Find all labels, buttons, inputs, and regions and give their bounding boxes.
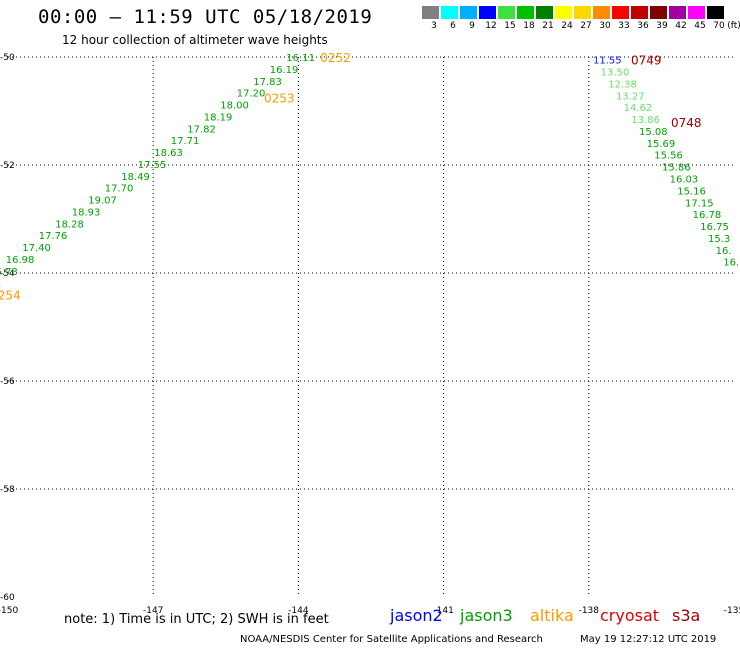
swh-value-label: 15.56 <box>654 151 683 162</box>
color-scale-label: 33 <box>618 21 630 31</box>
color-scale-unit: (ft) <box>727 21 740 31</box>
pass-time-label: 0748 <box>671 116 702 130</box>
color-scale-label: 24 <box>561 21 573 31</box>
swh-value-label: 13.50 <box>601 68 630 79</box>
color-swatch <box>669 6 686 19</box>
swh-value-label: 16. <box>716 246 732 257</box>
swh-value-label: 11.55 <box>593 56 622 67</box>
color-swatch <box>422 6 439 19</box>
swh-value-label: 17.83 <box>253 77 282 88</box>
color-scale-label: 9 <box>469 21 475 31</box>
swh-value-label: 15.08 <box>639 127 668 138</box>
swh-value-label: 17.71 <box>171 136 200 147</box>
color-swatch <box>498 6 515 19</box>
lat-tick-label: -58 <box>0 485 15 495</box>
swh-value-label: 17.20 <box>237 89 266 100</box>
swh-value-label: 18.63 <box>154 148 183 159</box>
lon-tick-label: -135 <box>724 606 740 616</box>
swh-value-label: 13.27 <box>616 91 645 102</box>
color-scale-label: 6 <box>450 21 456 31</box>
lat-tick-label: -56 <box>0 377 15 387</box>
pass-time-label: 0749 <box>631 54 662 68</box>
swh-value-label: 18.28 <box>55 219 84 230</box>
swh-value-label: 19.07 <box>88 196 117 207</box>
color-swatch <box>517 6 534 19</box>
map-title: 00:00 – 11:59 UTC 05/18/2019 <box>38 6 373 28</box>
color-swatch <box>593 6 610 19</box>
lon-tick-label: -138 <box>579 606 600 616</box>
color-scale-label: 3 <box>431 21 437 31</box>
pass-time-label: 0252 <box>320 51 351 65</box>
color-scale-label: 45 <box>694 21 706 31</box>
color-swatch <box>555 6 572 19</box>
satellite-legend-item: jason2 <box>390 606 443 625</box>
color-swatch <box>707 6 724 19</box>
map-subtitle: 12 hour collection of altimeter wave hei… <box>62 33 328 47</box>
lon-tick-label: -147 <box>143 606 163 616</box>
units-note: note: 1) Time is in UTC; 2) SWH is in fe… <box>64 612 329 627</box>
color-swatch <box>688 6 705 19</box>
color-swatch <box>574 6 591 19</box>
color-swatch <box>460 6 477 19</box>
color-scale-label: 18 <box>523 21 535 31</box>
swh-value-label: 15.16 <box>677 186 706 197</box>
swh-value-label: 12.38 <box>608 79 637 90</box>
satellite-legend-item: s3a <box>672 606 701 625</box>
color-scale-label: 27 <box>580 21 592 31</box>
swh-value-label: 16.98 <box>6 255 35 266</box>
color-swatch <box>612 6 629 19</box>
swh-value-label: 18.00 <box>220 101 249 112</box>
color-scale-label: 15 <box>504 21 516 31</box>
swh-value-label: 16.75 <box>700 222 729 233</box>
lat-tick-label: -60 <box>0 593 15 603</box>
color-scale-label: 39 <box>656 21 668 31</box>
lat-tick-label: -50 <box>0 53 15 63</box>
satellite-legend-item: altika <box>530 606 574 625</box>
lon-tick-label: -144 <box>288 606 309 616</box>
pass-time-label: 0254 <box>0 289 21 303</box>
color-swatch <box>479 6 496 19</box>
swh-value-label: 18.19 <box>204 112 233 123</box>
swh-value-label: 16.19 <box>270 65 299 76</box>
color-scale-label: 42 <box>675 21 687 31</box>
color-swatch <box>536 6 553 19</box>
color-scale-label: 30 <box>599 21 611 31</box>
swh-value-label: 16.81 <box>0 279 1 290</box>
pass-time-label: 0253 <box>264 92 295 106</box>
credit-line: NOAA/NESDIS Center for Satellite Applica… <box>240 634 543 645</box>
swh-value-label: 18.49 <box>121 172 150 183</box>
swh-value-label: 16.03 <box>670 175 699 186</box>
color-swatch <box>441 6 458 19</box>
swh-value-label: 18.93 <box>72 207 101 218</box>
swh-value-label: 15.73 <box>0 267 18 278</box>
swh-value-label: 14.62 <box>624 103 653 114</box>
swh-value-label: 17.40 <box>22 243 51 254</box>
swh-value-label: 15.3 <box>708 234 730 245</box>
swh-value-label: 17.15 <box>685 198 714 209</box>
color-scale-label: 12 <box>485 21 497 31</box>
lat-tick-label: -54 <box>0 269 15 279</box>
swh-value-label: 17.82 <box>187 124 216 135</box>
swh-value-label: 16.78 <box>693 210 722 221</box>
satellite-legend-item: jason3 <box>460 606 513 625</box>
swh-value-label: 17.55 <box>138 160 167 171</box>
generated-timestamp: May 19 12:27:12 UTC 2019 <box>580 634 717 645</box>
color-swatch <box>650 6 667 19</box>
lon-tick-label: -141 <box>433 606 453 616</box>
satellite-legend-item: cryosat <box>600 606 660 625</box>
color-swatch <box>631 6 648 19</box>
lat-tick-label: -52 <box>0 161 15 171</box>
swh-value-label: 17.70 <box>105 184 134 195</box>
color-scale-label: 36 <box>637 21 649 31</box>
swh-value-label: 15.69 <box>647 139 676 150</box>
swh-value-label: 16. <box>723 258 739 269</box>
color-scale-label: 21 <box>542 21 554 31</box>
lon-tick-label: -150 <box>0 606 18 616</box>
swh-value-label: 17.76 <box>39 231 68 242</box>
swh-value-label: 16.11 <box>286 53 315 64</box>
color-scale-label: 70 <box>713 21 725 31</box>
swh-value-label: 13.86 <box>631 115 660 126</box>
swh-value-label: 15.86 <box>662 163 691 174</box>
